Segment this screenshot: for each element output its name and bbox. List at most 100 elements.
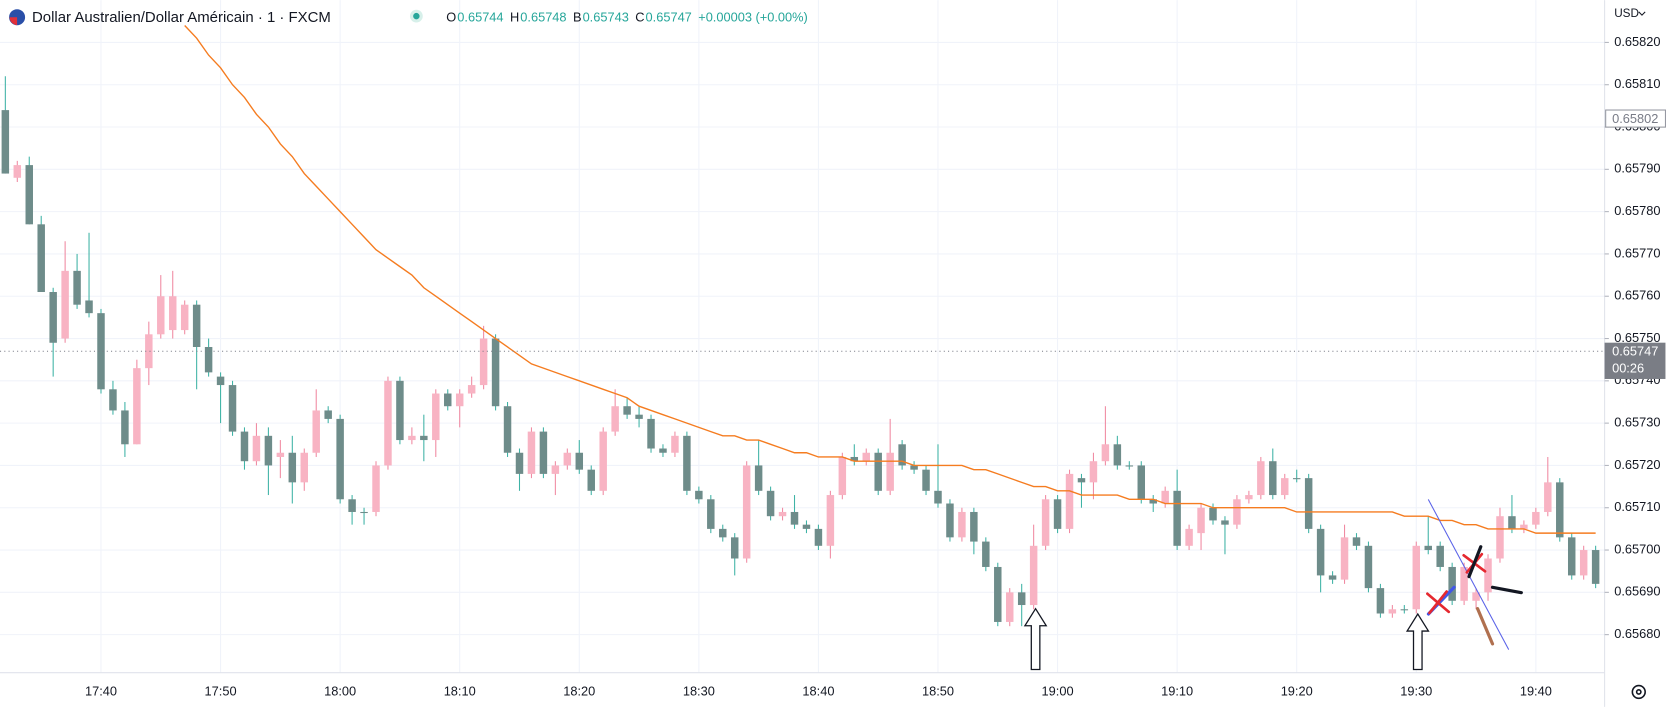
- candle-body: [587, 469, 595, 491]
- candle-body: [228, 385, 237, 432]
- candle-body: [1340, 537, 1349, 580]
- x-tick-label: 18:30: [683, 683, 715, 698]
- candle-body: [647, 418, 655, 449]
- visibility-icon[interactable]: [413, 12, 420, 20]
- candle-body: [1006, 592, 1014, 622]
- y-tick-label: 0.65680: [1614, 626, 1660, 641]
- candle-body: [336, 418, 344, 500]
- candle-body: [348, 499, 356, 512]
- candle-body: [73, 270, 81, 305]
- candle-body: [886, 452, 894, 491]
- candle-body: [1233, 499, 1241, 525]
- y-tick-label: 0.65820: [1614, 34, 1660, 49]
- candle-body: [1412, 545, 1421, 610]
- candle-body: [1520, 524, 1528, 529]
- y-tick-label: 0.65780: [1614, 203, 1660, 218]
- x-tick-label: 19:20: [1281, 683, 1313, 698]
- candle-body: [1257, 461, 1265, 496]
- candle-body: [958, 511, 966, 538]
- candle-body: [1376, 588, 1385, 614]
- candle-body: [145, 334, 153, 369]
- candle-body: [216, 376, 225, 386]
- candle-body: [1017, 592, 1026, 606]
- candle-body: [862, 452, 870, 462]
- candle-body: [1209, 507, 1217, 521]
- candle-body: [730, 537, 739, 559]
- candle-body: [13, 165, 22, 178]
- candle-body: [1424, 545, 1432, 551]
- candle-body: [1496, 516, 1504, 559]
- candle-body: [1567, 537, 1576, 576]
- grid: [0, 0, 1605, 673]
- candle-body: [1556, 482, 1564, 538]
- candle-body: [1460, 566, 1468, 601]
- settings-icon[interactable]: [1635, 688, 1642, 695]
- candle-body: [491, 338, 500, 407]
- candle-body: [1125, 465, 1134, 467]
- candle-body: [719, 528, 727, 538]
- candle-body: [157, 296, 165, 335]
- candle-body: [910, 465, 918, 470]
- candle-body: [396, 380, 404, 441]
- candle-body: [611, 406, 619, 432]
- candle-body: [288, 452, 297, 483]
- price-marker-label: 0.65802: [1612, 111, 1658, 126]
- candle-body: [1089, 461, 1098, 483]
- candle-body: [1436, 545, 1444, 567]
- y-tick-label: 0.65770: [1614, 245, 1660, 260]
- candle-body: [1245, 495, 1253, 500]
- candle-body: [994, 566, 1002, 622]
- x-tick-label: 18:40: [802, 683, 834, 698]
- candle-body: [802, 524, 811, 529]
- price-marker-box: [1605, 109, 1666, 128]
- candle-body: [503, 406, 512, 453]
- candle-body: [1041, 499, 1050, 546]
- candle-body: [826, 495, 835, 546]
- moving-average: [184, 25, 1596, 534]
- candle-body: [1269, 461, 1277, 496]
- y-tick-label: 0.65700: [1614, 541, 1660, 556]
- candle-body: [1161, 490, 1169, 504]
- x-tick-label: 19:10: [1161, 683, 1193, 698]
- candle-body: [659, 448, 667, 453]
- y-tick-label: 0.65810: [1614, 76, 1660, 91]
- y-tick-label: 0.65730: [1614, 415, 1660, 430]
- candle-body: [420, 435, 428, 441]
- candle-body: [1532, 511, 1540, 525]
- x-tick-label: 17:40: [85, 683, 117, 698]
- candle-body: [527, 431, 536, 474]
- x-tick-label: 18:00: [324, 683, 356, 698]
- candle-body: [121, 410, 129, 445]
- candle-body: [1579, 550, 1588, 576]
- candle-body: [1173, 490, 1181, 546]
- legend: Dollar Australien/Dollar Américain · 1 ·…: [9, 9, 808, 26]
- candle-body: [814, 528, 823, 546]
- legend-value: 0.65744: [457, 10, 503, 25]
- candle-body: [707, 499, 715, 529]
- candle-body: [1472, 592, 1480, 601]
- candle-body: [1484, 558, 1492, 593]
- candle-body: [1544, 482, 1552, 512]
- candle-body: [874, 452, 882, 491]
- candle-body: [455, 393, 464, 407]
- x-tick-label: 19:00: [1042, 683, 1074, 698]
- candle-body: [934, 490, 942, 504]
- candle-body: [1053, 499, 1062, 529]
- candle-body: [838, 456, 847, 496]
- candle-body: [766, 490, 775, 517]
- chart-title: Dollar Australien/Dollar Américain · 1 ·…: [32, 9, 331, 26]
- candle-body: [850, 456, 859, 462]
- candle-body: [946, 503, 954, 538]
- candle-body: [575, 452, 584, 470]
- candle-body: [1149, 499, 1157, 504]
- candle-body: [1065, 473, 1074, 529]
- x-tick-label: 18:50: [922, 683, 954, 698]
- candle-body: [432, 393, 440, 441]
- settings-icon[interactable]: [1631, 684, 1646, 700]
- arrow-drawing: [1405, 612, 1430, 671]
- candle-body: [49, 292, 57, 343]
- candle-body: [1292, 478, 1301, 480]
- plot-area: [0, 25, 1605, 627]
- candle-body: [1197, 507, 1205, 534]
